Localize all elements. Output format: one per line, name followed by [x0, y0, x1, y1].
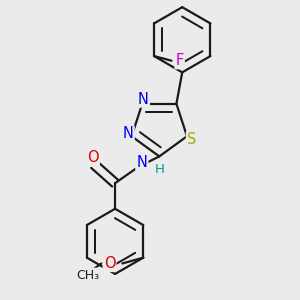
Text: O: O [104, 256, 116, 271]
Text: H: H [154, 163, 164, 176]
Text: F: F [176, 53, 184, 68]
Text: O: O [87, 150, 99, 165]
Text: S: S [187, 132, 196, 147]
Text: N: N [138, 92, 149, 106]
Text: CH₃: CH₃ [76, 268, 99, 282]
Text: N: N [123, 127, 134, 142]
Text: N: N [136, 155, 147, 170]
